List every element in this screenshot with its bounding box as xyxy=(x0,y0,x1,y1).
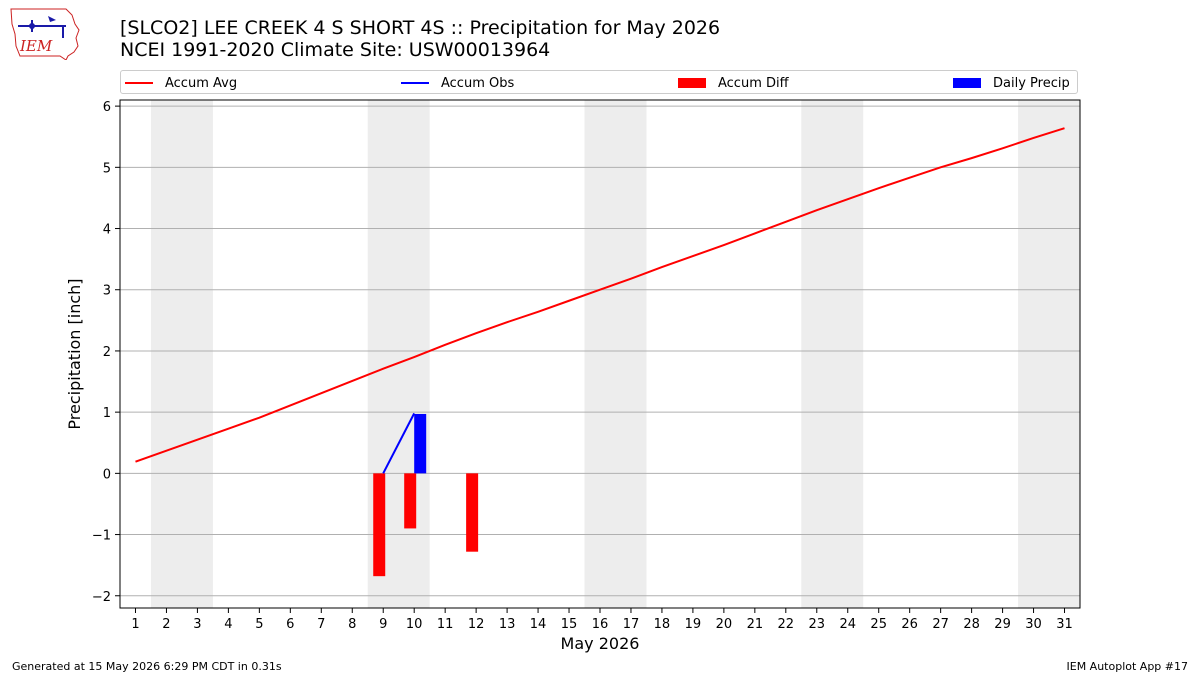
weekend-band-4 xyxy=(1018,100,1080,608)
x-tick-label-14: 14 xyxy=(530,617,547,632)
x-tick-label-5: 5 xyxy=(255,617,263,632)
chart-title: [SLCO2] LEE CREEK 4 S SHORT 4S :: Precip… xyxy=(120,17,721,39)
weekend-band-0 xyxy=(150,100,213,608)
weekend-band-2 xyxy=(584,100,647,608)
legend-swatch-daily-precip xyxy=(953,78,981,88)
x-tick-label-17: 17 xyxy=(623,617,640,632)
legend-item-daily-precip: Daily Precip xyxy=(953,74,1070,92)
x-tick-label-26: 26 xyxy=(901,617,918,632)
legend-item-accum-obs: Accum Obs xyxy=(401,74,514,92)
x-tick-label-22: 22 xyxy=(778,617,795,632)
legend-label-accum-obs: Accum Obs xyxy=(441,75,515,91)
x-tick-label-29: 29 xyxy=(994,617,1011,632)
bar-accum-diff-day-10 xyxy=(404,473,417,529)
logo-text: IEM xyxy=(19,37,53,55)
legend-item-accum-diff: Accum Diff xyxy=(678,74,789,92)
bar-accum-diff-day-9 xyxy=(373,473,386,577)
y-axis-label: Precipitation [inch] xyxy=(65,278,84,429)
iem-logo: IEM xyxy=(8,6,83,64)
x-tick-label-13: 13 xyxy=(499,617,516,632)
x-tick-label-20: 20 xyxy=(716,617,733,632)
footer-generated: Generated at 15 May 2026 6:29 PM CDT in … xyxy=(12,660,282,673)
x-tick-label-24: 24 xyxy=(839,617,856,632)
footer-app: IEM Autoplot App #17 xyxy=(1066,660,1189,673)
bar-accum-diff-day-12 xyxy=(466,473,479,552)
legend-swatch-accum-avg xyxy=(125,82,153,84)
x-tick-label-12: 12 xyxy=(468,617,485,632)
legend-label-daily-precip: Daily Precip xyxy=(993,75,1070,91)
bar-daily-precip-day-10 xyxy=(414,413,427,474)
legend-label-accum-avg: Accum Avg xyxy=(165,75,238,91)
x-tick-label-10: 10 xyxy=(406,617,423,632)
x-tick-label-1: 1 xyxy=(131,617,139,632)
chart-subtitle: NCEI 1991-2020 Climate Site: USW00013964 xyxy=(120,39,551,61)
x-tick-label-9: 9 xyxy=(379,617,387,632)
x-tick-label-27: 27 xyxy=(932,617,949,632)
x-tick-label-16: 16 xyxy=(592,617,609,632)
x-tick-label-6: 6 xyxy=(286,617,294,632)
x-tick-label-23: 23 xyxy=(809,617,826,632)
y-tick-label-8: 6 xyxy=(103,100,111,115)
x-tick-label-19: 19 xyxy=(685,617,702,632)
x-tick-label-3: 3 xyxy=(193,617,201,632)
y-tick-label-4: 2 xyxy=(103,345,111,360)
x-tick-label-31: 31 xyxy=(1056,617,1073,632)
y-tick-label-0: −2 xyxy=(92,590,111,605)
weekend-band-3 xyxy=(801,100,864,608)
x-axis-label: May 2026 xyxy=(561,634,640,653)
x-tick-label-15: 15 xyxy=(561,617,578,632)
y-tick-label-6: 4 xyxy=(103,223,111,238)
x-tick-label-18: 18 xyxy=(654,617,671,632)
legend-item-accum-avg: Accum Avg xyxy=(125,74,237,92)
legend-swatch-accum-diff xyxy=(678,78,706,88)
y-tick-label-3: 1 xyxy=(103,406,111,421)
x-tick-label-2: 2 xyxy=(162,617,170,632)
legend: Accum Avg Accum Obs Accum Diff Daily Pre… xyxy=(120,70,1078,94)
x-tick-label-4: 4 xyxy=(224,617,232,632)
line-accum-obs xyxy=(382,412,416,474)
x-tick-label-11: 11 xyxy=(437,617,454,632)
legend-label-accum-diff: Accum Diff xyxy=(718,75,789,91)
line-accum-avg xyxy=(135,127,1065,463)
x-tick-label-25: 25 xyxy=(870,617,887,632)
x-tick-label-30: 30 xyxy=(1025,617,1042,632)
y-tick-label-7: 5 xyxy=(103,161,111,176)
x-tick-label-8: 8 xyxy=(348,617,356,632)
x-tick-label-28: 28 xyxy=(963,617,980,632)
x-tick-label-7: 7 xyxy=(317,617,325,632)
y-tick-label-2: 0 xyxy=(103,467,111,482)
legend-swatch-accum-obs xyxy=(401,82,429,84)
y-tick-label-1: −1 xyxy=(92,529,111,544)
x-tick-label-21: 21 xyxy=(747,617,764,632)
y-tick-label-5: 3 xyxy=(103,284,111,299)
